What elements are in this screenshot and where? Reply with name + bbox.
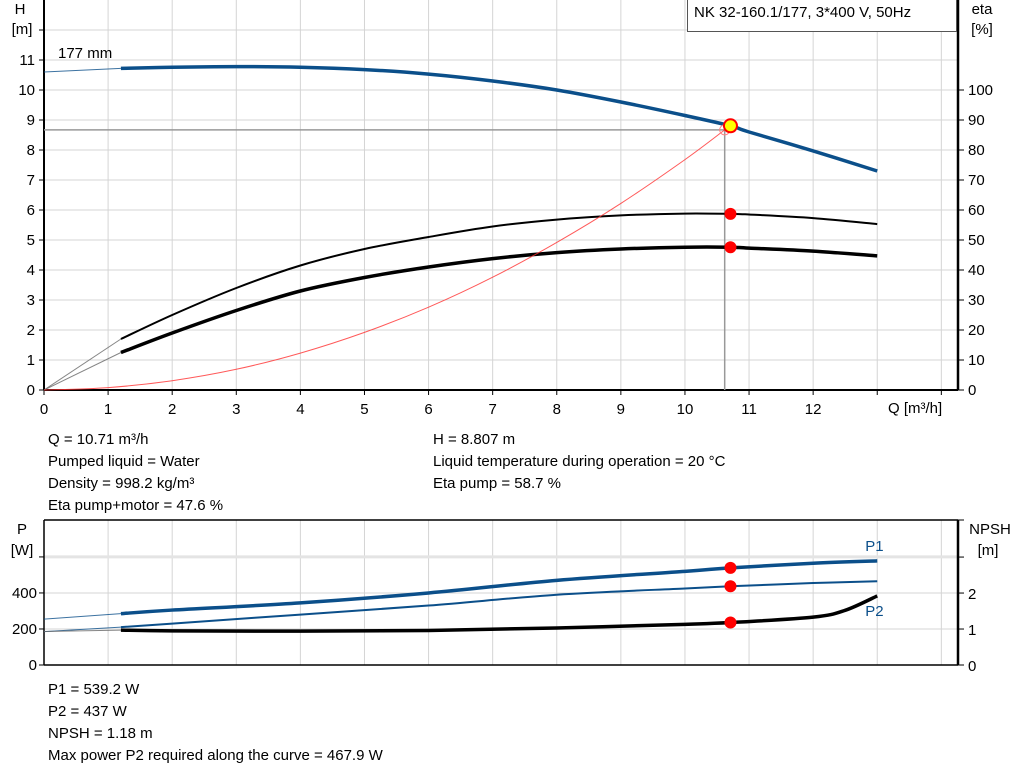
duty-point-npsh xyxy=(724,616,737,629)
y-tick-label: 4 xyxy=(27,262,35,279)
info-liquid: Pumped liquid = Water xyxy=(48,453,200,470)
x-tick-label: 0 xyxy=(40,401,48,418)
x-tick-label: 8 xyxy=(553,401,561,418)
duty-point-eta-pump xyxy=(724,207,737,220)
curve-P2 xyxy=(120,580,878,629)
info-left-block: Q = 10.71 m³/h Pumped liquid = Water Den… xyxy=(48,429,223,517)
x-tick-label: 6 xyxy=(424,401,432,418)
y-tick-label: 1 xyxy=(27,352,35,369)
y2-tick-label: 50 xyxy=(968,232,985,249)
y2-tick-label: 20 xyxy=(968,322,985,339)
x-axis-label: Q [m³/h] xyxy=(888,400,942,417)
y-tick-label: 10 xyxy=(18,82,35,99)
npsh-tick-label: 1 xyxy=(968,622,976,639)
x-tick-label: 10 xyxy=(677,401,694,418)
info-q: Q = 10.71 m³/h xyxy=(48,431,149,448)
curve-P1 xyxy=(120,559,878,616)
p-tick-label: 400 xyxy=(12,585,37,602)
npsh-axis-label: NPSH xyxy=(969,521,1011,538)
y-tick-label: 8 xyxy=(27,142,35,159)
y2-tick-label: 60 xyxy=(968,202,985,219)
y-tick-label: 6 xyxy=(27,202,35,219)
x-tick-label: 9 xyxy=(617,401,625,418)
info-density: Density = 998.2 kg/m³ xyxy=(48,475,195,492)
duty-point-h xyxy=(722,118,738,134)
info-temperature: Liquid temperature during operation = 20… xyxy=(433,453,726,470)
impeller-diameter-label: 177 mm xyxy=(58,45,112,62)
x-tick-label: 11 xyxy=(741,401,757,418)
curve-NPSH xyxy=(120,594,878,633)
curve-system_curve xyxy=(43,129,725,391)
info-max-p2: Max power P2 required along the curve = … xyxy=(48,747,383,764)
info-npsh: NPSH = 1.18 m xyxy=(48,725,153,742)
series-label-P2: P2 xyxy=(865,603,883,620)
y-tick-label: 3 xyxy=(27,292,35,309)
y2-tick-label: 0 xyxy=(968,382,976,399)
y-tick-label: 7 xyxy=(27,172,35,189)
curve-H xyxy=(120,64,878,173)
y-tick-label: 5 xyxy=(27,232,35,249)
x-tick-label: 5 xyxy=(360,401,368,418)
y2-tick-label: 40 xyxy=(968,262,985,279)
y-tick-label: 0 xyxy=(27,382,35,399)
curve-eta_pump xyxy=(120,212,878,340)
y-axis-label-unit: [m] xyxy=(12,21,33,38)
info-eta-pump-motor: Eta pump+motor = 47.6 % xyxy=(48,497,224,514)
y2-tick-label: 90 xyxy=(968,112,985,129)
chart-title-box: NK 32-160.1/177, 3*400 V, 50Hz xyxy=(687,0,957,32)
info-bottom-block: P1 = 539.2 W P2 = 437 W NPSH = 1.18 m Ma… xyxy=(48,679,383,767)
x-tick-label: 3 xyxy=(232,401,240,418)
info-eta-pump: Eta pump = 58.7 % xyxy=(433,475,561,492)
x-tick-label: 4 xyxy=(296,401,304,418)
y2-tick-label: 100 xyxy=(968,82,993,99)
chart-title: NK 32-160.1/177, 3*400 V, 50Hz xyxy=(694,4,912,21)
y2-tick-label: 80 xyxy=(968,142,985,159)
curve-extension-eta_pump_motor xyxy=(43,352,122,391)
y2-axis-label-eta: eta xyxy=(972,1,994,18)
y2-tick-label: 70 xyxy=(968,172,985,189)
series-label-P1: P1 xyxy=(865,538,883,555)
info-h: H = 8.807 m xyxy=(433,431,516,448)
npsh-tick-label: 0 xyxy=(968,658,976,675)
y-tick-label: 2 xyxy=(27,322,35,339)
y-tick-label: 11 xyxy=(19,52,35,69)
y2-tick-label: 30 xyxy=(968,292,985,309)
curve-extension-H xyxy=(43,67,121,73)
y-tick-label: 9 xyxy=(27,112,35,129)
x-tick-label: 7 xyxy=(488,401,496,418)
info-p1: P1 = 539.2 W xyxy=(48,681,140,698)
y2-axis-label-unit: [%] xyxy=(971,21,993,38)
y2-tick-label: 10 xyxy=(968,352,985,369)
duty-point-eta-pump-motor xyxy=(724,241,737,254)
p-tick-label: 0 xyxy=(29,657,37,674)
x-tick-label: 2 xyxy=(168,401,176,418)
x-tick-label: 1 xyxy=(104,401,112,418)
curve-extension-eta_pump xyxy=(43,338,122,391)
duty-point-p2 xyxy=(724,580,737,593)
curve-extension-P1 xyxy=(43,613,121,620)
curve-eta_pump_motor xyxy=(120,245,878,355)
p-axis-unit: [W] xyxy=(11,542,34,559)
p-axis-label: P xyxy=(17,521,27,538)
npsh-axis-unit: [m] xyxy=(978,542,999,559)
p-tick-label: 200 xyxy=(12,621,37,638)
info-right-block: H = 8.807 m Liquid temperature during op… xyxy=(433,429,725,495)
x-tick-label: 12 xyxy=(805,401,822,418)
npsh-tick-label: 2 xyxy=(968,586,976,603)
duty-point-p1 xyxy=(724,561,737,574)
curve-extension-NPSH xyxy=(43,629,121,633)
y-axis-label-h: H xyxy=(15,1,26,18)
info-p2: P2 = 437 W xyxy=(48,703,127,720)
